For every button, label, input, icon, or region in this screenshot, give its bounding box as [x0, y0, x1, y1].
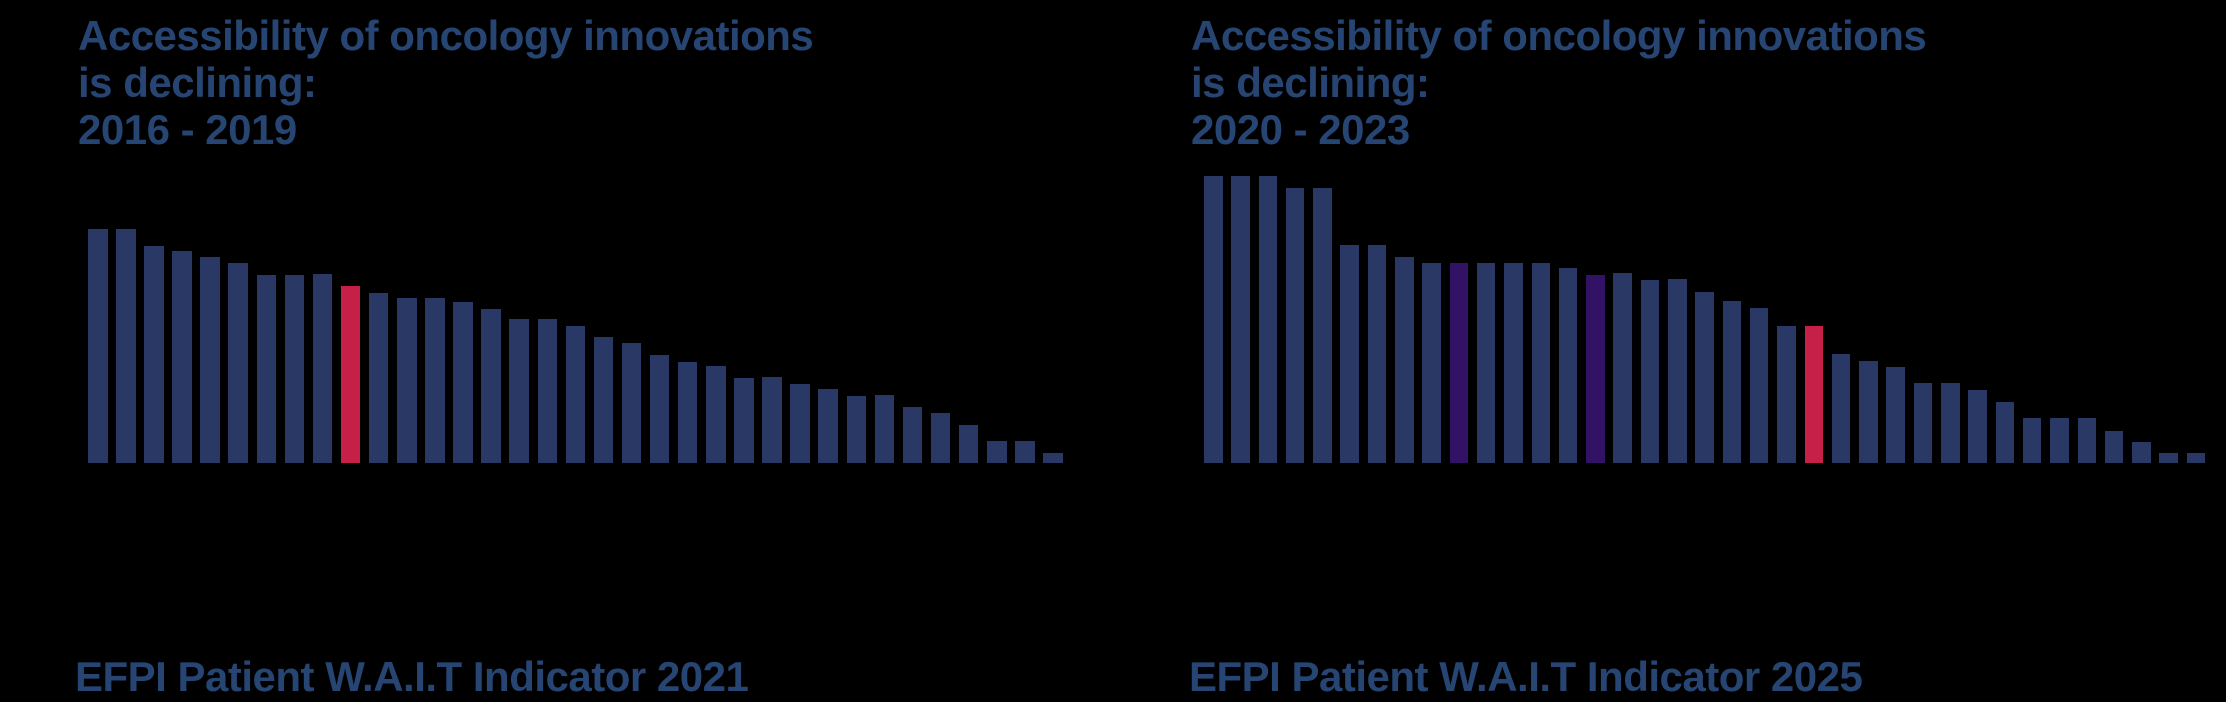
bar [649, 355, 670, 463]
bar [706, 366, 726, 463]
highlighted-bar [340, 286, 361, 463]
bar [2077, 418, 2096, 463]
bar [1015, 441, 1035, 463]
bar [1695, 292, 1714, 463]
bar [1722, 301, 1742, 463]
bar [1995, 402, 2015, 463]
bar [1285, 188, 1305, 463]
bar [200, 257, 220, 463]
bar [2022, 418, 2042, 463]
chart1-title-line1: Accessibility of oncology innovations is… [78, 12, 814, 106]
chart1-title-line2: 2016 - 2019 [78, 106, 297, 153]
bar [537, 319, 557, 463]
bar [593, 337, 614, 463]
highlighted-bar [1804, 326, 1824, 463]
bar [1558, 268, 1578, 463]
bar [565, 326, 586, 463]
bar [1258, 176, 1278, 463]
bar [2159, 453, 2178, 463]
bar [481, 309, 501, 463]
chart2-bar-series [1204, 0, 2214, 463]
bar [762, 377, 782, 463]
bar [902, 407, 923, 463]
bar [1777, 326, 1796, 463]
bar [790, 384, 810, 463]
bar [818, 389, 838, 463]
bar [2132, 442, 2151, 463]
bar [1476, 263, 1496, 463]
bar [453, 302, 473, 463]
bar [734, 378, 754, 463]
bar [874, 395, 895, 463]
bar [2186, 453, 2206, 463]
bar [509, 319, 529, 463]
bar [172, 251, 192, 463]
bar [1313, 188, 1332, 463]
highlighted-bar [1449, 263, 1469, 463]
bar [1504, 263, 1523, 463]
bar [256, 275, 277, 463]
chart1-bar-series [88, 0, 1071, 463]
bar [1613, 273, 1632, 463]
highlighted-bar [1586, 275, 1605, 463]
bar [958, 425, 979, 463]
bar [1231, 176, 1250, 463]
bar [284, 275, 305, 463]
bar [1395, 257, 1414, 463]
bar [677, 362, 698, 463]
bar [2104, 431, 2124, 463]
bar [1340, 245, 1359, 463]
bar [1886, 367, 1905, 463]
bar [88, 229, 108, 463]
bar [425, 298, 445, 463]
bar [1531, 263, 1551, 463]
chart2-footer-caption: EFPI Patient W.A.I.T Indicator 2025 [1189, 653, 1863, 700]
bar [1941, 383, 1960, 463]
chart1-footer-caption: EFPI Patient W.A.I.T Indicator 2021 [75, 653, 749, 700]
chart1-title: Accessibility of oncology innovations is… [78, 12, 858, 153]
bar [1204, 176, 1223, 463]
bar [1043, 453, 1063, 463]
bar [846, 396, 867, 463]
chart2-title-line2: 2020 - 2023 [1191, 106, 1410, 153]
bar [1668, 279, 1687, 463]
bar [1968, 390, 1987, 463]
chart2-title: Accessibility of oncology innovations is… [1191, 12, 1971, 153]
bar [1749, 308, 1769, 463]
bar [1640, 280, 1660, 463]
bar [1831, 354, 1851, 463]
chart2-title-line1: Accessibility of oncology innovations is… [1191, 12, 1927, 106]
bar [312, 274, 333, 463]
bar [397, 298, 417, 463]
bar [987, 441, 1007, 463]
bar [1367, 245, 1387, 463]
bar [144, 246, 164, 463]
bar [1913, 383, 1933, 463]
bar [116, 229, 136, 463]
bar [621, 343, 642, 463]
bar [368, 293, 389, 463]
bar [1422, 263, 1441, 463]
bar [1859, 361, 1878, 463]
bar [228, 263, 248, 463]
bar [930, 413, 951, 463]
bar [2050, 418, 2069, 463]
